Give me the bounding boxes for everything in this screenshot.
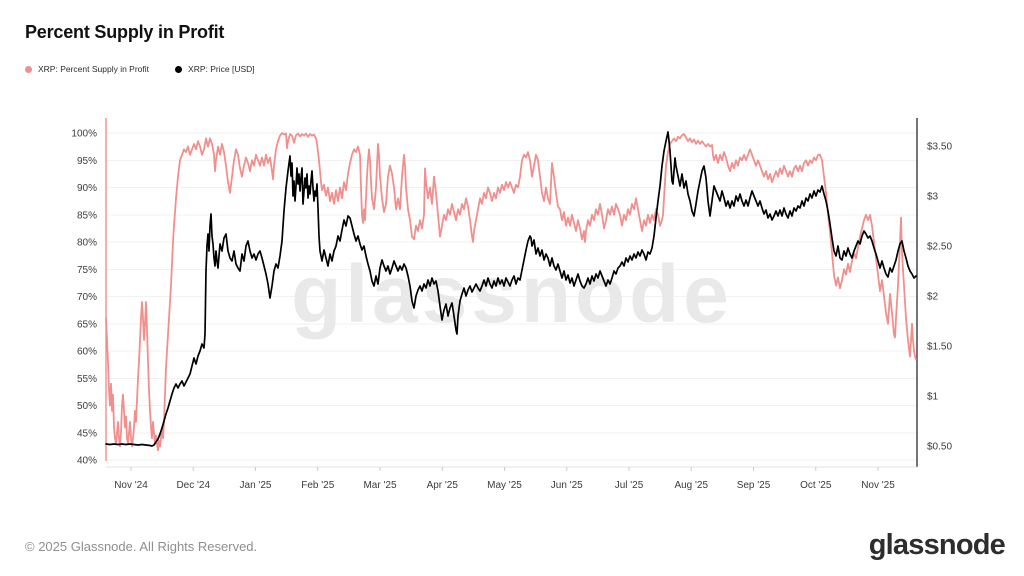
y-axis-label-right: $2.50 (927, 242, 952, 253)
legend-dot-price-icon (175, 65, 183, 73)
y-axis-label-left: 70% (77, 292, 97, 303)
y-axis-label-right: $2 (927, 292, 939, 303)
y-axis-label-left: 95% (77, 156, 97, 167)
legend-dot-supply-icon (25, 65, 32, 73)
y-axis-label-left: 40% (77, 456, 97, 467)
x-axis-label: Jun '25 (551, 480, 583, 491)
glassnode-logo[interactable]: glassnode (868, 529, 1006, 561)
x-axis-label: Mar '25 (363, 480, 396, 491)
x-axis-label: Jan '25 (240, 480, 272, 491)
x-axis-label: Apr '25 (427, 480, 459, 491)
y-axis-label-left: 75% (77, 265, 97, 276)
y-axis-label-left: 50% (77, 401, 97, 412)
x-axis-label: Nov '25 (861, 480, 895, 491)
y-axis-label-left: 80% (77, 238, 97, 249)
x-axis-label: Aug '25 (674, 480, 708, 491)
y-axis-label-right: $3.50 (927, 142, 952, 153)
x-axis-label: Oct '25 (800, 480, 832, 491)
series-line-price (105, 131, 917, 447)
y-axis-label-right: $0.50 (927, 442, 952, 453)
legend-item-supply-in-profit[interactable]: XRP: Percent Supply in Profit (25, 64, 149, 74)
y-axis-label-left: 85% (77, 210, 97, 221)
legend-label-supply: XRP: Percent Supply in Profit (38, 64, 150, 74)
x-axis-label: May '25 (487, 480, 522, 491)
y-axis-label-right: $3 (927, 192, 939, 203)
x-axis-label: Dec '24 (176, 480, 210, 491)
x-axis-label: Sep '25 (737, 480, 771, 491)
x-axis-label: Nov '24 (114, 480, 148, 491)
x-axis-label: Feb '25 (301, 480, 334, 491)
legend: XRP: Percent Supply in Profit XRP: Price… (25, 64, 255, 74)
series-line-supply-in-profit (105, 132, 917, 452)
y-axis-label-left: 65% (77, 319, 97, 330)
y-axis-label-left: 60% (77, 347, 97, 358)
y-axis-label-left: 45% (77, 428, 97, 439)
y-axis-label-left: 90% (77, 183, 97, 194)
page-title: Percent Supply in Profit (25, 22, 225, 42)
y-axis-label-left: 55% (77, 374, 97, 385)
watermark-text: glassnode (291, 249, 733, 340)
x-axis-label: Jul '25 (615, 480, 644, 491)
copyright-text: © 2025 Glassnode. All Rights Reserved. (25, 539, 258, 554)
legend-label-price: XRP: Price [USD] (188, 64, 255, 74)
y-axis-label-right: $1.50 (927, 342, 952, 353)
y-axis-label-right: $1 (927, 392, 939, 403)
y-axis-label-left: 100% (71, 129, 97, 140)
legend-item-price[interactable]: XRP: Price [USD] (175, 64, 255, 74)
